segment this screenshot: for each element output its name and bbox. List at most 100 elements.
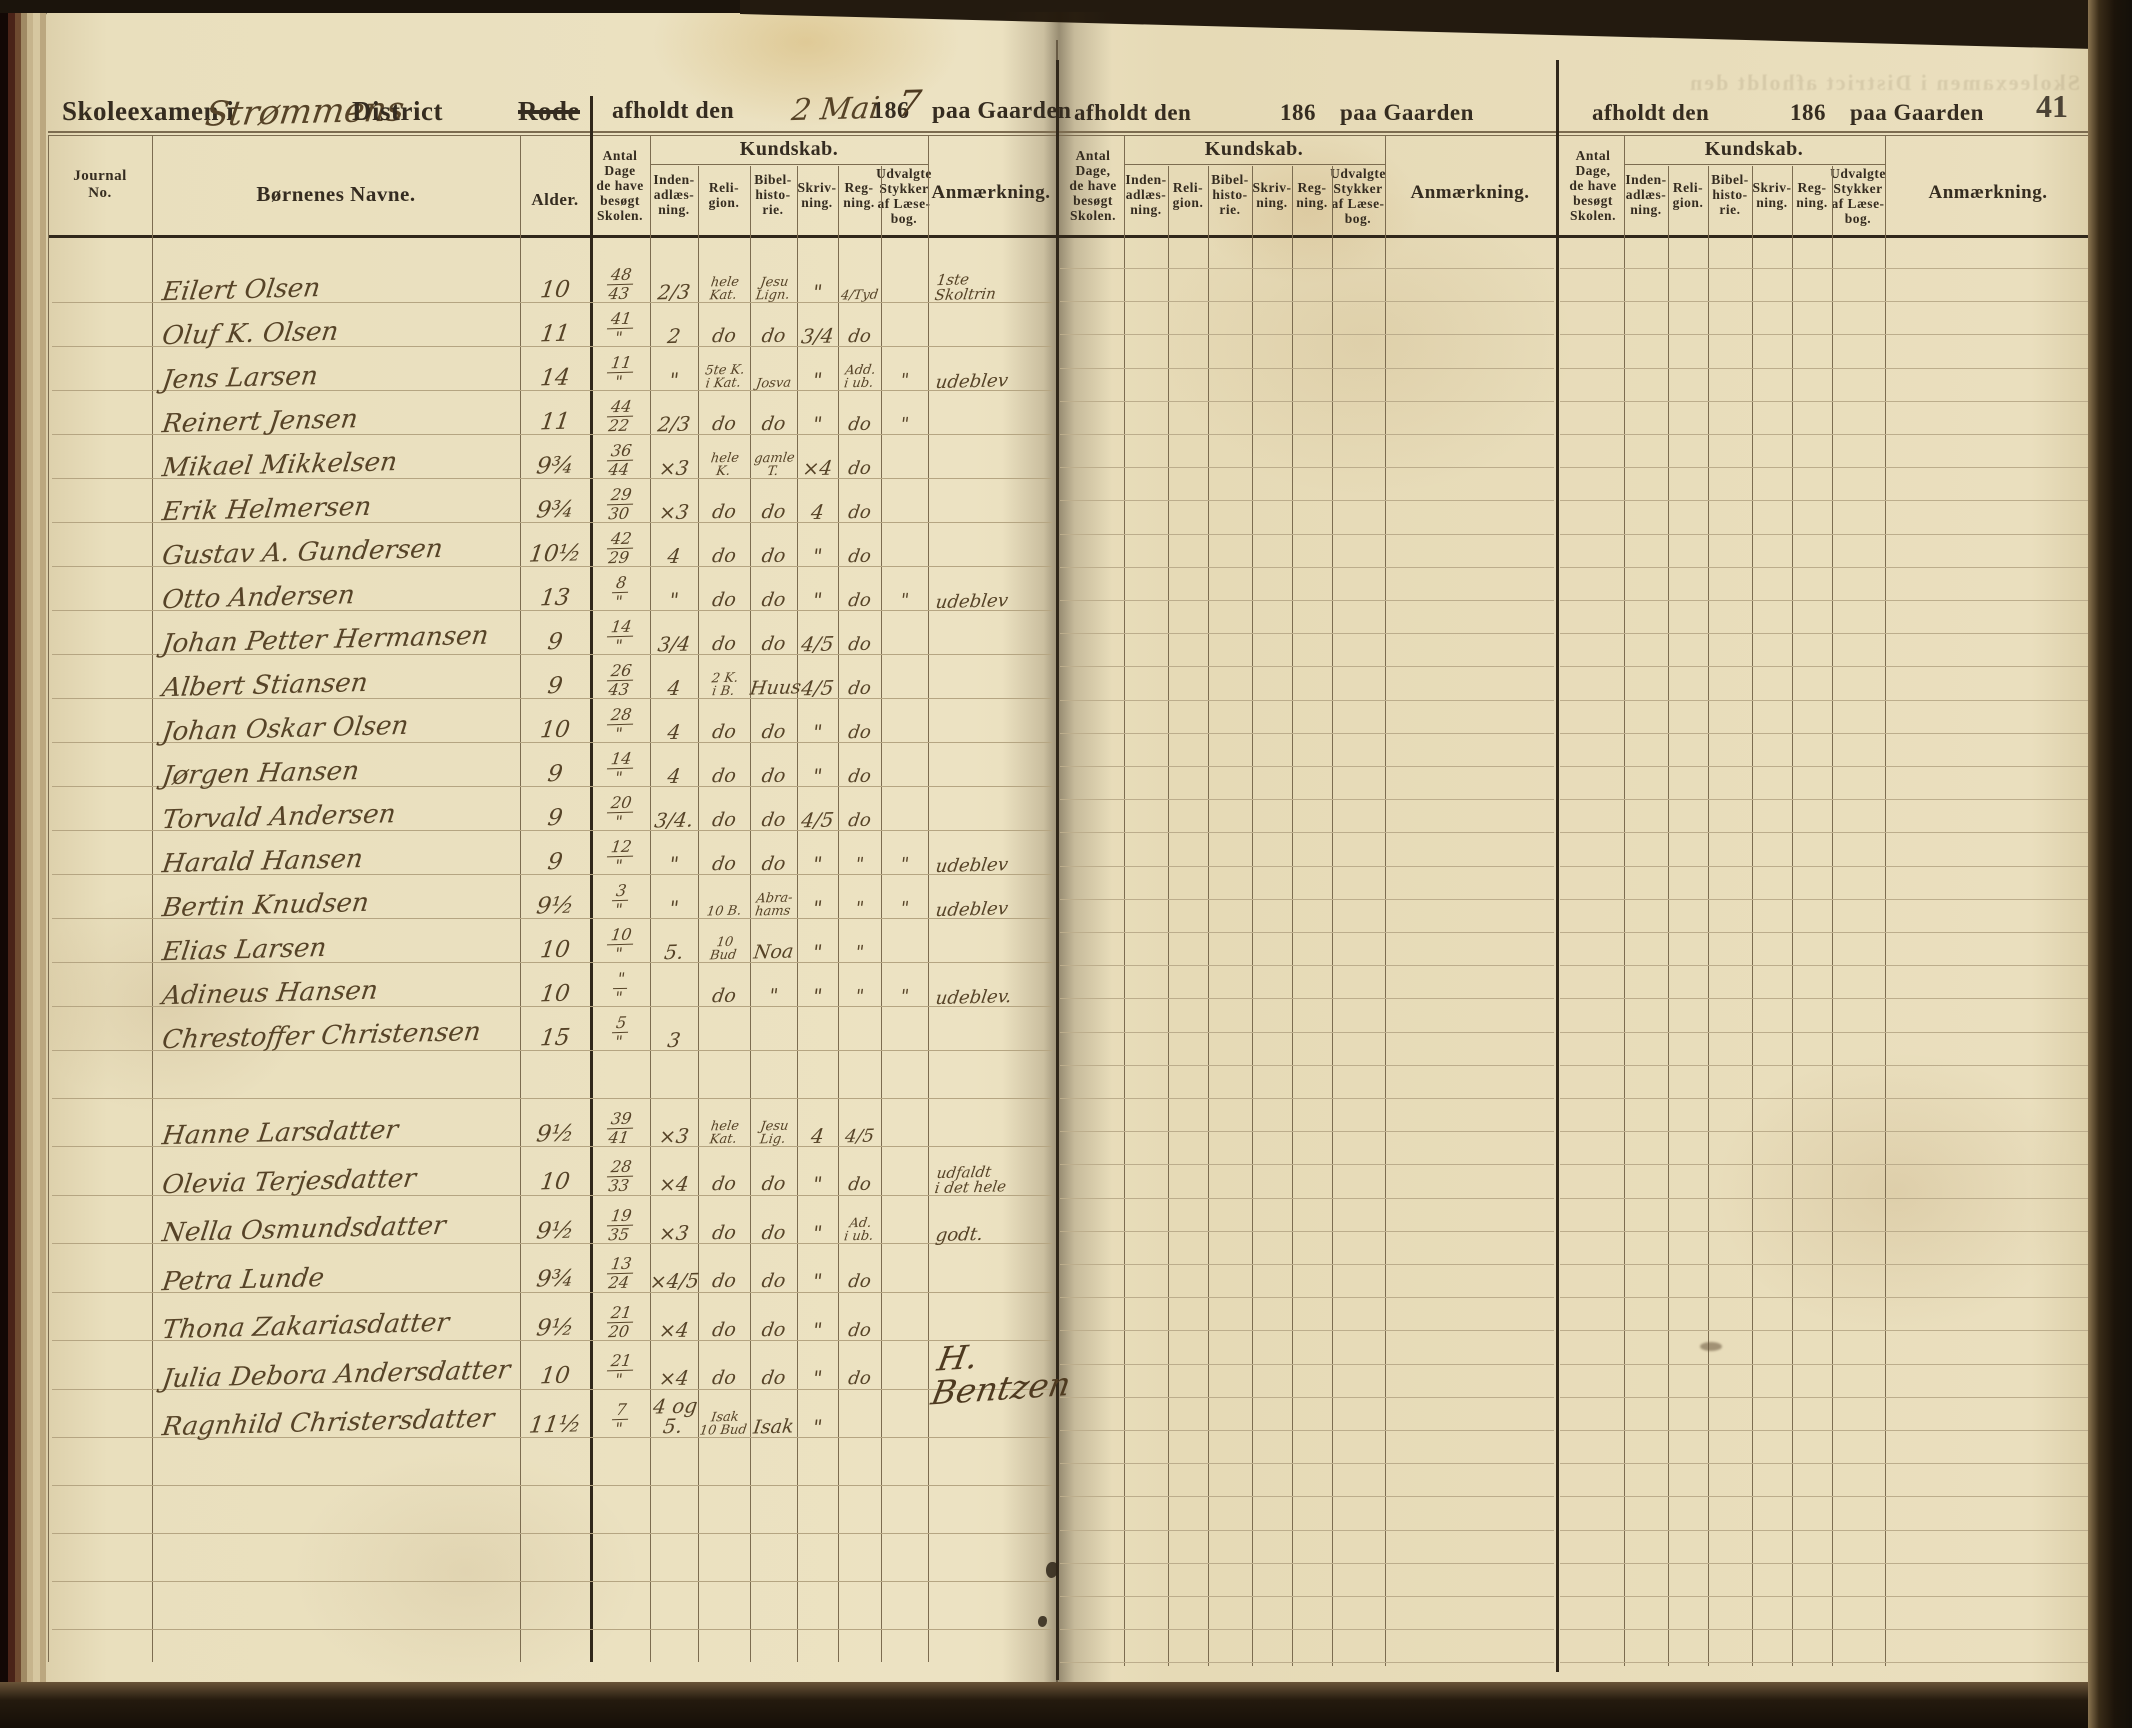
grade-religion: do (710, 1318, 738, 1341)
grid-hline (1560, 633, 2088, 635)
grid-hline (1060, 633, 1554, 635)
grade-reading: 4 og 5. (651, 1393, 700, 1439)
grid-hline (1560, 1396, 2088, 1398)
paa-gaarden-label-1: paa Gaarden (932, 98, 1072, 124)
pupil-name: Bertin Knudsen (160, 888, 371, 924)
col-kundskab-3: Kundskab. (1704, 138, 1804, 160)
grid-hline (1060, 600, 1554, 601)
grid-hline (1060, 334, 1554, 336)
grade-readerpieces: " (899, 853, 911, 875)
grid-hline (52, 1146, 1052, 1147)
grade-reading: 5. (662, 939, 686, 964)
grade-reading: 4 (666, 763, 682, 788)
pupil-name: Oluf K. Olsen (160, 317, 341, 352)
grid-hline (1560, 998, 2088, 1000)
grade-reading: " (667, 367, 681, 392)
grade-religion: hele Kat. (708, 274, 740, 304)
col-kundskab-1: Kundskab. (739, 138, 839, 160)
grid-hline (1060, 1596, 1554, 1597)
col-anm-3: Anmærkning. (1928, 182, 2048, 203)
pupil-age: 13 (538, 584, 572, 611)
col-religion-1: Reli- gion. (708, 180, 740, 211)
grid-vline (1332, 166, 1333, 1666)
col-inden-3: Inden- adlæs- ning. (1625, 172, 1667, 218)
grade-arithmetic: do (846, 1319, 873, 1341)
grid-hline (1060, 434, 1554, 435)
col-names: Børnenes Navne. (256, 182, 416, 206)
grid-hline (1060, 1662, 1554, 1664)
table-row: Harald Hansen 9 12 " " do do " " " udeblev (48, 832, 1056, 879)
days-attended: 36 44 (588, 440, 653, 479)
grid-hline (1560, 699, 2088, 701)
table-row: Eilert Olsen 10 48 43 2/3 hele Kat. Jesu Lign.… (48, 260, 1056, 307)
grade-writing: ×4 (801, 455, 834, 480)
grade-writing: 4 (809, 499, 826, 524)
grid-hline (1560, 1297, 2088, 1299)
col-religion-2: Reli- gion. (1172, 180, 1204, 211)
grid-vline (1624, 135, 1625, 1666)
grade-reading: 4 (666, 719, 682, 744)
grid-vline (152, 135, 153, 1662)
grade-reading: ×4/5 (648, 1268, 701, 1294)
grid-vline (1252, 166, 1253, 1666)
ink-smudge (1700, 1342, 1722, 1351)
days-attended: 3 " (588, 880, 653, 919)
col-dage-3: Antal Dage, de have besøgt Skolen. (1569, 148, 1617, 224)
grid-hline (1060, 301, 1554, 303)
remark-note: udeblev. (934, 985, 1013, 1009)
grade-arithmetic: do (846, 501, 873, 523)
grid-hline (1060, 1396, 1554, 1398)
grid-vline (590, 96, 593, 1662)
grid-hline (1060, 268, 1554, 269)
grid-hline (1560, 1496, 2088, 1498)
grid-vline (1752, 166, 1753, 1666)
pupil-age: 10 (538, 936, 572, 963)
grid-hline (1560, 832, 2088, 834)
grade-writing: " (811, 719, 824, 744)
grade-writing: " (811, 939, 824, 964)
days-attended: 11 " (588, 352, 653, 391)
grid-hline (1560, 666, 2088, 668)
grid-hline (52, 566, 1052, 567)
grid-hline (52, 1629, 1052, 1630)
grade-reading: " (667, 587, 681, 612)
grid-hline (52, 1006, 1052, 1007)
grid-hline (1560, 367, 2088, 369)
grid-hline (1560, 1031, 2088, 1033)
grade-arithmetic: " (854, 853, 866, 875)
days-attended: 10 " (588, 924, 653, 963)
grid-hline (1060, 1463, 1554, 1465)
grade-writing: " (811, 587, 824, 612)
grade-biblehistory: Isak (751, 1415, 796, 1439)
col-journal-no: Journal No. (73, 168, 127, 201)
days-attended: 12 " (588, 836, 653, 875)
grade-writing: " (811, 895, 824, 920)
grade-arithmetic: do (846, 677, 873, 699)
pupil-age: 14 (538, 364, 572, 391)
pupil-age: 9½ (534, 892, 576, 920)
grade-arithmetic: " (854, 985, 866, 1007)
days-attended: 7 " (588, 1399, 653, 1438)
grid-vline (1668, 166, 1669, 1666)
grid-vline (928, 135, 929, 1662)
grid-vline (838, 166, 839, 1662)
year-printed-1: 186 (872, 98, 910, 124)
remark-note: udeblev (934, 369, 1010, 393)
days-attended: 39 41 (588, 1108, 653, 1147)
grid-hline (52, 654, 1052, 655)
pupil-name: Erik Helmersen (160, 492, 374, 528)
grade-biblehistory: do (760, 588, 787, 611)
grade-arithmetic: do (846, 589, 873, 611)
grid-hline (48, 131, 2090, 133)
table-row: Jens Larsen 14 11 " " 5te K. i Kat. Josva " Add.… (48, 348, 1056, 395)
grade-religion: 10 B. (705, 903, 743, 920)
grade-religion: do (710, 852, 738, 875)
grade-biblehistory: " (767, 984, 780, 1007)
grade-reading: 2/3 (656, 411, 692, 437)
col-bibel-2: Bibel- histo- rie. (1211, 172, 1249, 218)
grid-hline (1560, 1363, 2088, 1365)
grid-hline (1060, 1031, 1554, 1033)
table-row: Adineus Hansen 10 " " do " " " " udeblev. (48, 964, 1056, 1012)
book-spine-page-edges (0, 0, 46, 1728)
col-anm-2: Anmærkning. (1410, 182, 1530, 203)
